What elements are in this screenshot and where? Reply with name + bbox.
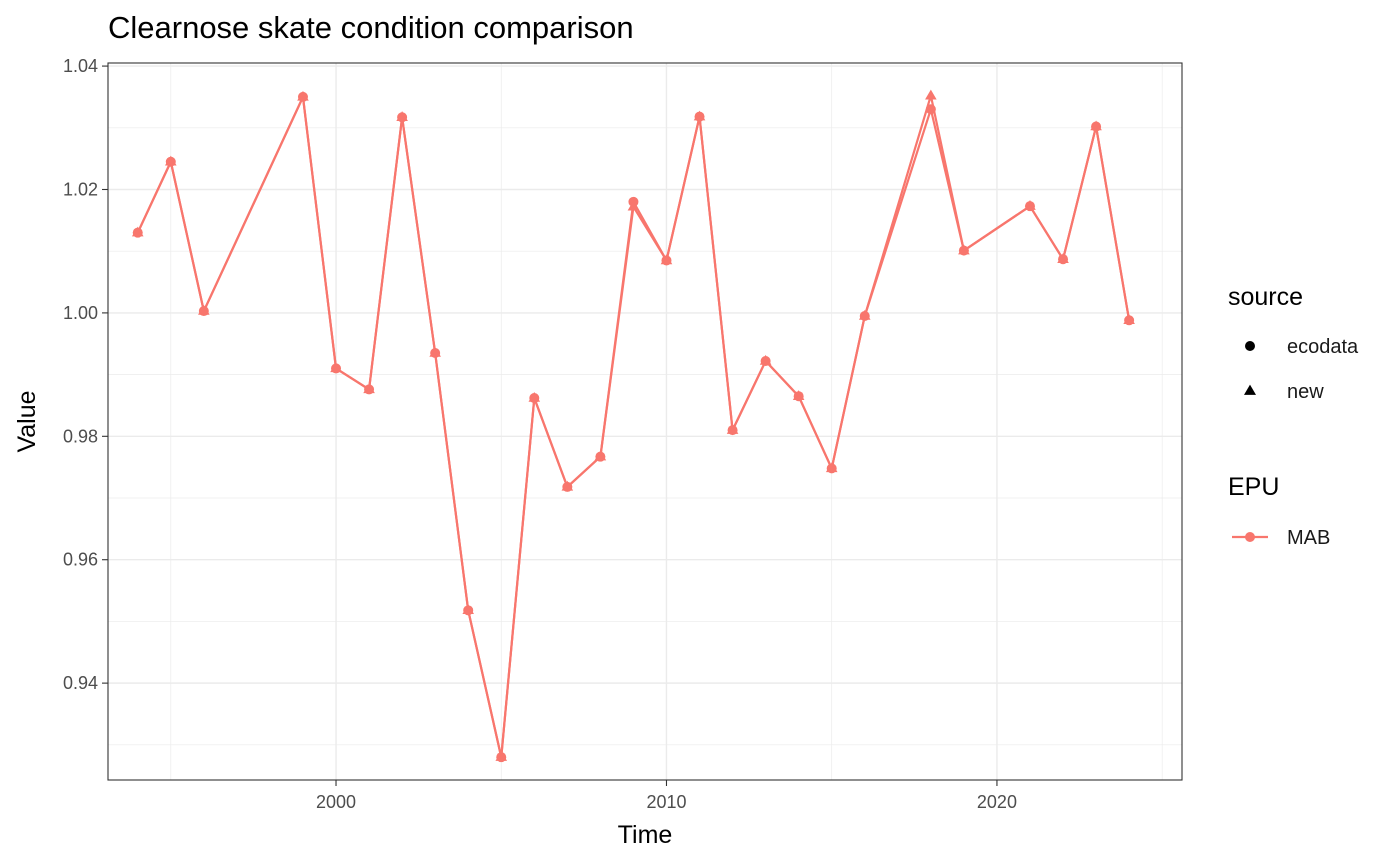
panel-border	[107, 62, 1183, 781]
point-new	[726, 424, 739, 434]
y-tick-label: 1.00	[63, 303, 98, 323]
series-points	[131, 89, 1135, 763]
point-new	[693, 110, 706, 121]
point-new	[396, 111, 408, 122]
point-new	[792, 390, 805, 400]
point-new	[1024, 200, 1036, 210]
point-new	[660, 254, 673, 265]
point-new	[528, 391, 541, 402]
point-new	[561, 480, 574, 491]
legend-key-point-mab	[1245, 532, 1255, 542]
point-new	[363, 383, 375, 394]
y-axis-title: Value	[13, 390, 41, 452]
chart-title: Clearnose skate condition comparison	[108, 10, 634, 45]
x-axis: 2000 2010 2020	[316, 780, 1017, 812]
point-new	[825, 462, 838, 473]
point-new	[198, 304, 210, 315]
point-ecodata	[925, 104, 936, 115]
point-new	[594, 450, 607, 461]
x-tick-label: 2010	[646, 792, 686, 812]
point-new	[297, 90, 309, 101]
point-new	[1090, 120, 1102, 131]
point-new	[1057, 253, 1069, 263]
y-axis: 0.94 0.96 0.98 1.00 1.02 1.04	[63, 56, 108, 693]
legend-label-new: new	[1287, 381, 1324, 403]
legend-title-epu: EPU	[1228, 473, 1279, 501]
legend-title-source: source	[1228, 283, 1303, 311]
grid-major	[108, 63, 1182, 780]
point-new	[1123, 314, 1135, 325]
y-tick-label: 0.94	[63, 673, 98, 693]
y-tick-label: 1.02	[63, 179, 98, 199]
point-new	[131, 226, 144, 237]
panel-background	[108, 63, 1182, 780]
legend-key-ecodata	[1245, 341, 1255, 351]
legend-label-mab: MAB	[1287, 527, 1330, 549]
legend: source ecodata new EPU MAB	[1228, 283, 1359, 549]
x-tick-label: 2000	[316, 792, 356, 812]
point-new	[429, 346, 441, 357]
point-new	[958, 244, 970, 255]
plot-panel	[107, 62, 1183, 781]
point-new	[495, 751, 508, 761]
y-tick-label: 1.04	[63, 56, 98, 76]
y-tick-label: 0.98	[63, 426, 98, 446]
grid-minor	[108, 63, 1182, 780]
y-tick-label: 0.96	[63, 550, 98, 570]
legend-key-new	[1244, 384, 1256, 395]
point-new	[462, 604, 475, 615]
x-axis-title: Time	[618, 821, 673, 849]
point-new	[759, 354, 772, 365]
point-new	[858, 309, 871, 320]
point-new	[627, 200, 640, 211]
point-new	[330, 362, 342, 373]
x-tick-label: 2020	[977, 792, 1017, 812]
point-new	[925, 89, 937, 100]
point-new	[164, 155, 177, 166]
legend-label-ecodata: ecodata	[1287, 336, 1359, 358]
